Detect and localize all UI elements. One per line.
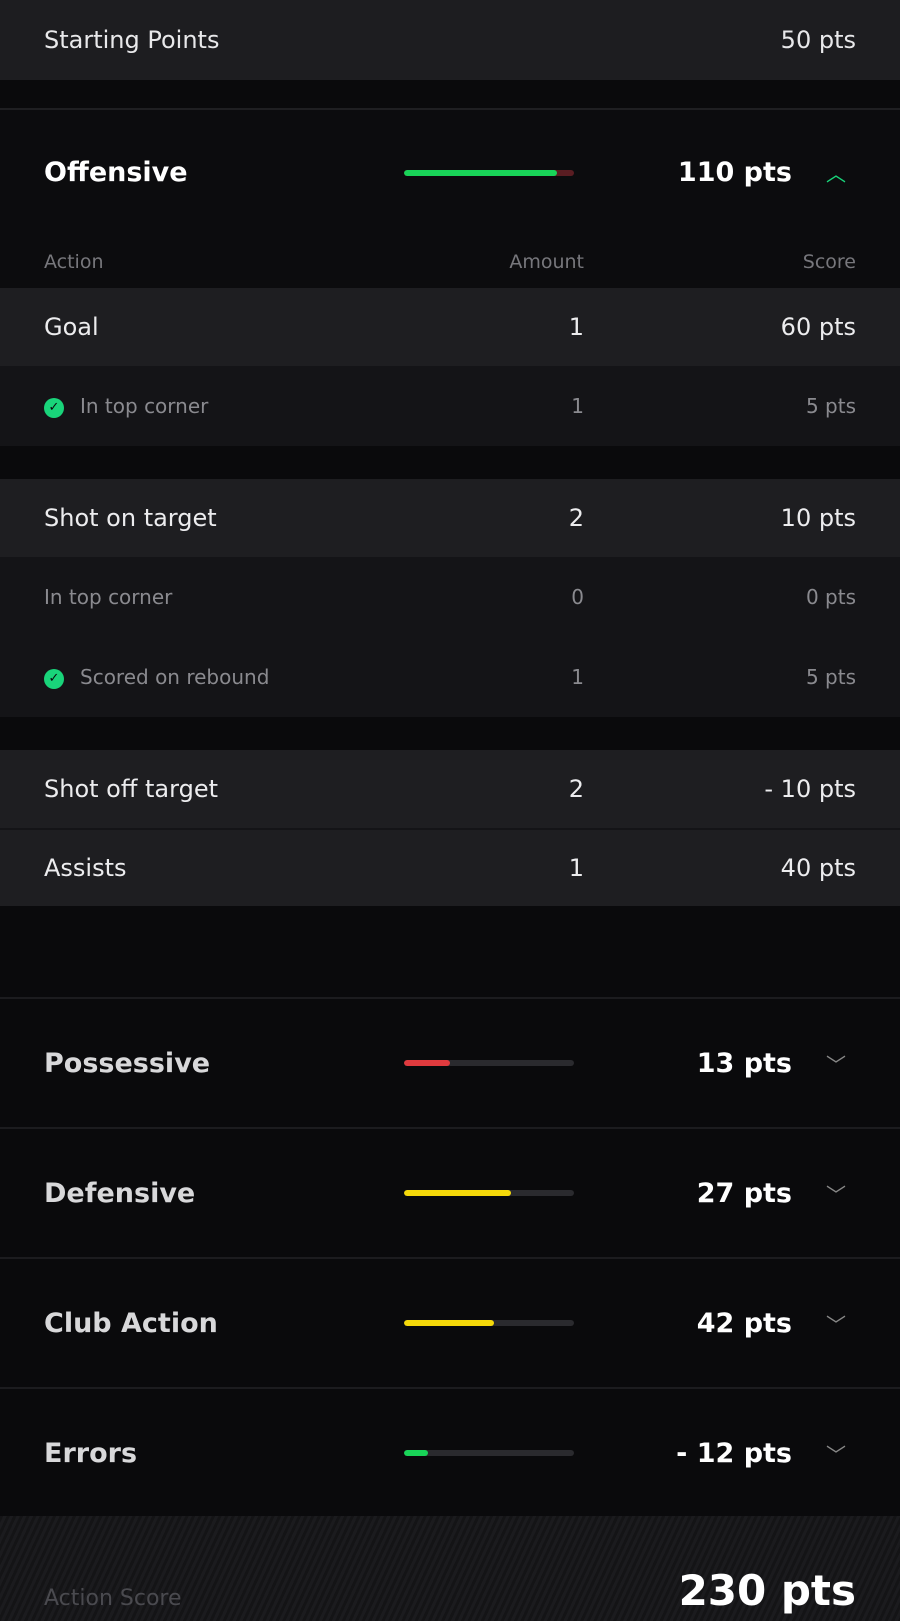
category-score: 13 pts xyxy=(696,1047,792,1079)
action-label: Assists xyxy=(44,854,127,882)
check-circle-icon: ✓ xyxy=(44,668,64,689)
group-gap xyxy=(0,717,900,750)
column-action: Action xyxy=(44,250,104,273)
category-score: 110 pts xyxy=(677,157,792,188)
action-label: In top corner xyxy=(44,585,173,609)
action-label: Scored on rebound xyxy=(80,665,270,689)
column-score: Score xyxy=(802,250,856,273)
category-title: Defensive xyxy=(44,1177,196,1209)
category-score: - 12 pts xyxy=(676,1437,792,1469)
row-amount: 1 xyxy=(571,665,584,689)
divider xyxy=(0,108,900,110)
row-score: 0 pts xyxy=(805,585,856,609)
progress-fill xyxy=(404,1320,495,1326)
row-amount: 1 xyxy=(568,313,584,341)
category-title: Offensive xyxy=(44,157,188,188)
row-score: 5 pts xyxy=(805,665,856,689)
row-score: 60 pts xyxy=(780,313,856,341)
row-action: Goal xyxy=(44,313,434,341)
starting-points-value: 50 pts xyxy=(780,26,856,54)
action-label: Shot off target xyxy=(44,775,218,803)
row-amount: 2 xyxy=(568,775,584,803)
table-header: Action Amount Score xyxy=(0,235,900,288)
chevron-down-icon[interactable]: ﹀ xyxy=(826,1052,846,1077)
sub-row: ✓ Scored on rebound 1 5 pts xyxy=(0,637,900,717)
category-club-action[interactable]: Club Action 42 pts ﹀ xyxy=(0,1257,900,1387)
progress-fill xyxy=(404,169,557,176)
action-score-label: Action Score xyxy=(44,1586,182,1611)
row-score: 10 pts xyxy=(780,504,856,532)
starting-points-row: Starting Points 50 pts xyxy=(0,0,900,80)
table-row: Goal 1 60 pts xyxy=(0,288,900,366)
row-action: Assists xyxy=(44,854,434,882)
progress-bar xyxy=(404,1060,574,1066)
check-circle-icon: ✓ xyxy=(44,397,64,418)
row-score: 5 pts xyxy=(805,394,856,418)
progress-bar xyxy=(404,1450,574,1456)
row-amount: 2 xyxy=(568,504,584,532)
starting-points-label: Starting Points xyxy=(44,26,220,54)
category-title: Possessive xyxy=(44,1047,211,1079)
action-label: Goal xyxy=(44,313,99,341)
offensive-section: Offensive 110 pts ︿ Action Amount Score … xyxy=(0,110,900,906)
category-title: Club Action xyxy=(44,1307,218,1339)
progress-fill xyxy=(404,1190,512,1196)
chevron-down-icon[interactable]: ﹀ xyxy=(826,1182,846,1207)
action-label: In top corner xyxy=(80,394,209,418)
row-amount: 0 xyxy=(571,585,584,609)
progress-bar xyxy=(404,1190,574,1196)
row-action: Shot off target xyxy=(44,775,434,803)
table-row: Shot off target 2 - 10 pts xyxy=(0,750,900,828)
category-possessive[interactable]: Possessive 13 pts ﹀ xyxy=(0,997,900,1127)
row-score: - 10 pts xyxy=(764,775,856,803)
row-action: ✓ Scored on rebound xyxy=(44,665,434,689)
chevron-down-icon[interactable]: ﹀ xyxy=(826,1442,846,1467)
action-label: Shot on target xyxy=(44,504,217,532)
action-score-footer: Action Score 230 pts xyxy=(0,1516,900,1621)
group-gap xyxy=(0,446,900,479)
row-action: Shot on target xyxy=(44,504,434,532)
table-row: Shot on target 2 10 pts xyxy=(0,479,900,557)
row-amount: 1 xyxy=(568,854,584,882)
progress-bar xyxy=(404,1320,574,1326)
category-errors[interactable]: Errors - 12 pts ﹀ xyxy=(0,1387,900,1517)
row-amount: 1 xyxy=(571,394,584,418)
category-title: Errors xyxy=(44,1437,138,1469)
chevron-up-icon[interactable]: ︿ xyxy=(826,162,846,186)
chevron-down-icon[interactable]: ﹀ xyxy=(826,1312,846,1337)
table-row: Assists 1 40 pts xyxy=(0,828,900,906)
column-amount: Amount xyxy=(509,250,584,273)
offensive-header[interactable]: Offensive 110 pts ︿ xyxy=(0,110,900,235)
category-score: 27 pts xyxy=(696,1177,792,1209)
row-score: 40 pts xyxy=(780,854,856,882)
category-score: 42 pts xyxy=(696,1307,792,1339)
progress-fill xyxy=(404,1450,428,1456)
sub-row: In top corner 0 0 pts xyxy=(0,557,900,637)
row-action: ✓ In top corner xyxy=(44,394,434,418)
category-defensive[interactable]: Defensive 27 pts ﹀ xyxy=(0,1127,900,1257)
row-action: In top corner xyxy=(44,585,434,609)
progress-fill xyxy=(404,1060,450,1066)
action-score-value: 230 pts xyxy=(678,1566,856,1615)
offensive-progress-bar xyxy=(404,169,574,176)
sub-row: ✓ In top corner 1 5 pts xyxy=(0,366,900,446)
